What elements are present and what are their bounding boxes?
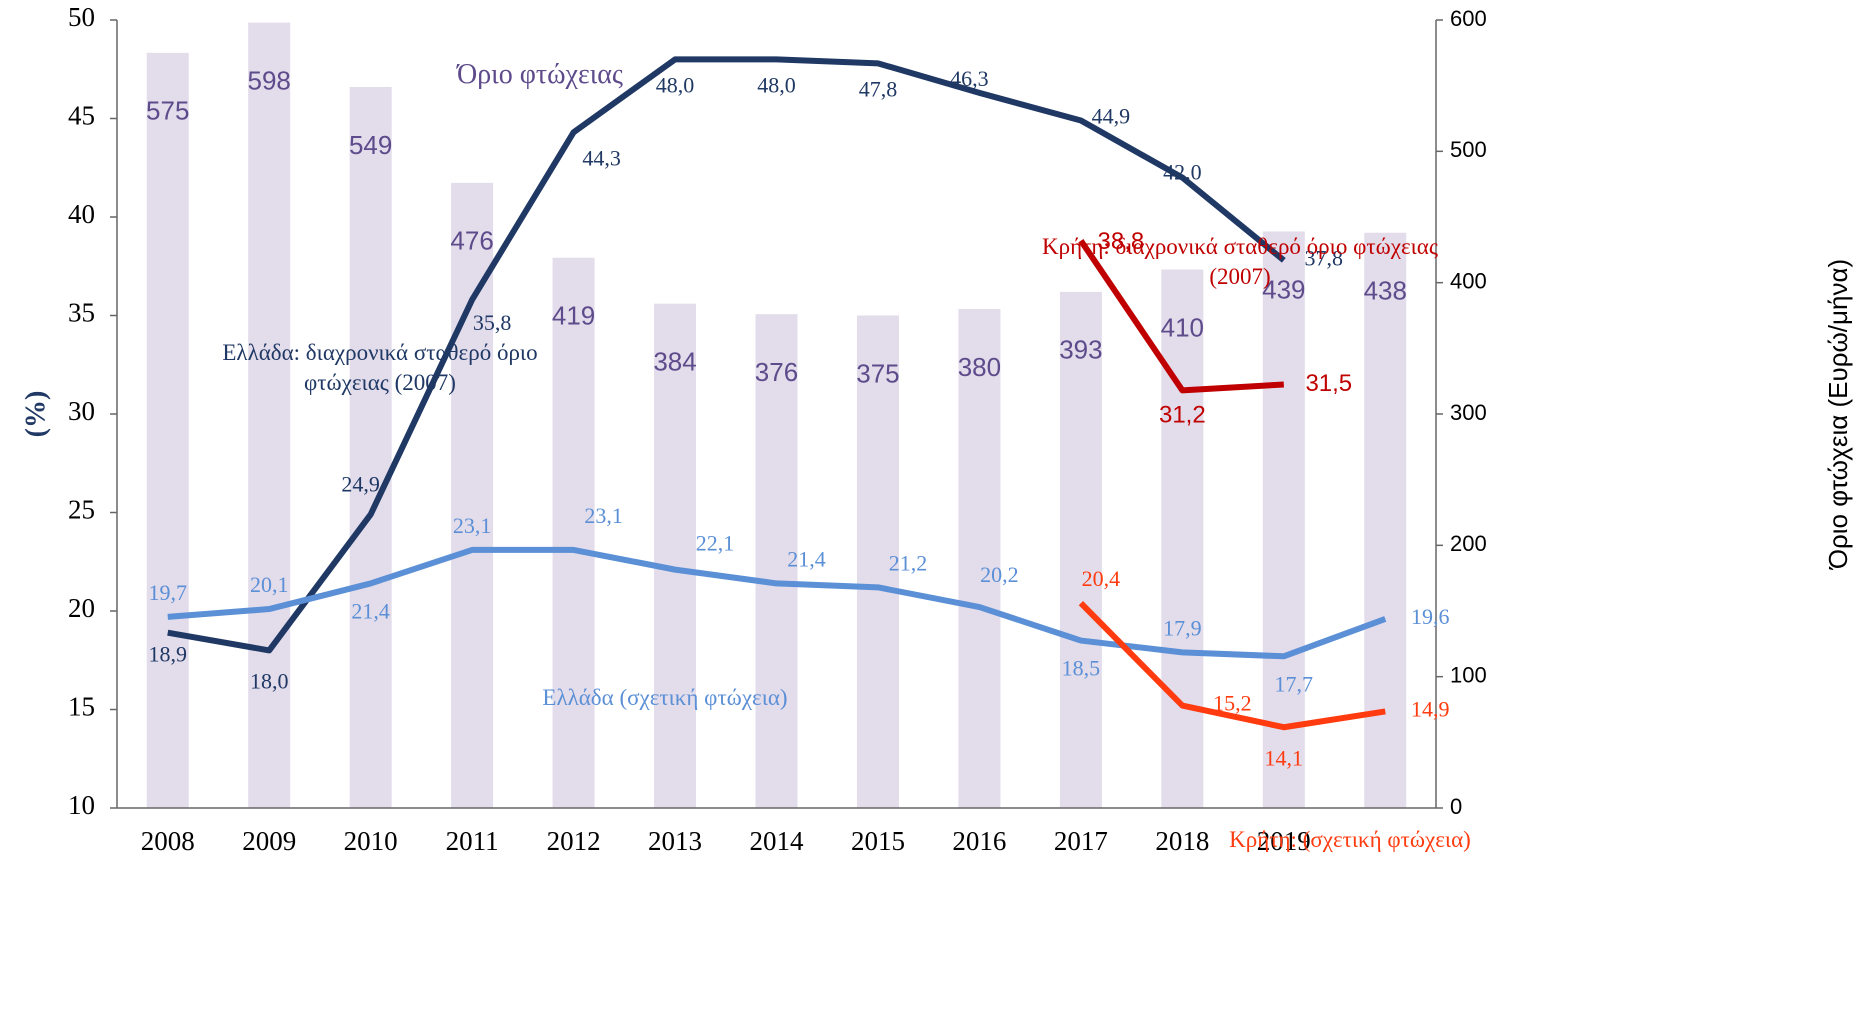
bar-label: 438 bbox=[1364, 276, 1407, 306]
value-label: 23,1 bbox=[584, 503, 623, 528]
value-label: 20,2 bbox=[980, 562, 1019, 587]
y2-tick-label: 400 bbox=[1450, 268, 1487, 293]
x-tick-label: 2011 bbox=[446, 826, 499, 856]
y2-tick-label: 100 bbox=[1450, 662, 1487, 687]
bar-label: 549 bbox=[349, 130, 392, 160]
series-annotation: Κρήτη: διαχρονικά σταθερό όριο φτώχειας … bbox=[1042, 234, 1438, 289]
value-label: 20,4 bbox=[1082, 566, 1121, 591]
value-label: 14,9 bbox=[1411, 697, 1450, 722]
value-label: 38,8 bbox=[1098, 228, 1145, 255]
x-tick-label: 2016 bbox=[952, 826, 1006, 856]
line bbox=[167, 56, 1286, 654]
y2-tick-label: 300 bbox=[1450, 400, 1487, 425]
value-label: 17,9 bbox=[1163, 615, 1202, 640]
value-label: 31,5 bbox=[1305, 370, 1352, 397]
y2-axis-label: Όριο φτώχεια (Ευρώ/μήνα) bbox=[1823, 259, 1853, 570]
line bbox=[1078, 238, 1284, 394]
value-label: 31,2 bbox=[1159, 402, 1206, 429]
x-tick-label: 2019 bbox=[1257, 826, 1311, 856]
x-tick-label: 2009 bbox=[242, 826, 296, 856]
value-label: 44,3 bbox=[582, 145, 621, 170]
bar bbox=[1161, 269, 1204, 808]
value-label: 17,7 bbox=[1275, 671, 1314, 696]
bar bbox=[451, 182, 494, 808]
bar bbox=[856, 315, 899, 808]
value-label: 48,0 bbox=[656, 72, 695, 97]
line bbox=[1078, 601, 1386, 731]
bar-label: 476 bbox=[450, 226, 493, 256]
bar bbox=[552, 257, 595, 808]
y-tick-label: 10 bbox=[68, 790, 95, 820]
value-label: 21,4 bbox=[351, 598, 390, 623]
value-label: 22,1 bbox=[696, 531, 735, 556]
value-label: 24,9 bbox=[341, 472, 380, 497]
value-label: 47,8 bbox=[859, 76, 898, 101]
x-tick-label: 2014 bbox=[750, 826, 805, 856]
value-label: 19,6 bbox=[1411, 604, 1450, 629]
y2-tick-label: 200 bbox=[1450, 531, 1487, 556]
x-tick-label: 2018 bbox=[1155, 826, 1209, 856]
bar bbox=[654, 303, 697, 808]
y-tick-label: 30 bbox=[68, 396, 95, 426]
y-tick-label: 50 bbox=[68, 2, 95, 32]
value-label: 37,8 bbox=[1305, 245, 1344, 270]
bar bbox=[1364, 232, 1407, 808]
bar bbox=[1059, 291, 1102, 808]
y2-tick-label: 500 bbox=[1450, 137, 1487, 162]
x-tick-label: 2015 bbox=[851, 826, 905, 856]
x-tick-label: 2013 bbox=[648, 826, 702, 856]
bar-label: 439 bbox=[1262, 274, 1305, 304]
x-tick-label: 2012 bbox=[547, 826, 601, 856]
bar-label: 384 bbox=[653, 347, 696, 377]
x-tick-label: 2010 bbox=[344, 826, 398, 856]
y-tick-label: 15 bbox=[68, 692, 95, 722]
value-label: 35,8 bbox=[473, 310, 512, 335]
bar-label: 419 bbox=[552, 301, 595, 331]
value-label: 19,7 bbox=[148, 580, 187, 605]
bar bbox=[958, 308, 1001, 808]
y-tick-label: 35 bbox=[68, 298, 95, 328]
value-label: 21,4 bbox=[787, 546, 826, 571]
value-label: 18,0 bbox=[250, 668, 289, 693]
series-annotation: Κρήτη: (σχετική φτώχεια) bbox=[1229, 827, 1471, 852]
bar bbox=[755, 314, 798, 808]
x-tick-label: 2008 bbox=[141, 826, 195, 856]
value-label: 48,0 bbox=[757, 72, 796, 97]
series-annotation: Όριο φτώχειας bbox=[456, 59, 624, 90]
value-label: 21,2 bbox=[889, 550, 928, 575]
value-label: 18,9 bbox=[148, 642, 187, 667]
bar bbox=[349, 86, 392, 809]
y-axis-label: (%) bbox=[20, 391, 51, 438]
bar-label: 410 bbox=[1161, 312, 1204, 342]
value-label: 46,3 bbox=[950, 66, 989, 91]
value-label: 14,1 bbox=[1265, 745, 1304, 770]
value-label: 20,1 bbox=[250, 572, 289, 597]
x-tick-label: 2017 bbox=[1054, 826, 1108, 856]
bar-label: 375 bbox=[856, 358, 899, 388]
value-label: 44,9 bbox=[1092, 104, 1131, 129]
series-annotation: Ελλάδα (σχετική φτώχεια) bbox=[542, 685, 788, 710]
bar-label: 380 bbox=[958, 352, 1001, 382]
value-label: 18,5 bbox=[1062, 656, 1101, 681]
bar bbox=[248, 22, 291, 809]
bar-label: 376 bbox=[755, 357, 798, 387]
line bbox=[167, 546, 1387, 660]
y-tick-label: 20 bbox=[68, 593, 95, 623]
bar-label: 598 bbox=[247, 66, 290, 96]
series-annotation: Ελλάδα: διαχρονικά σταθερό όριο φτώχειας… bbox=[222, 340, 538, 395]
bar-label: 575 bbox=[146, 96, 189, 126]
y-tick-label: 40 bbox=[68, 199, 95, 229]
bar bbox=[1262, 231, 1305, 809]
bar-label: 393 bbox=[1059, 335, 1102, 365]
y-tick-label: 45 bbox=[68, 101, 95, 131]
y2-tick-label: 0 bbox=[1450, 794, 1462, 819]
value-label: 15,2 bbox=[1213, 691, 1252, 716]
value-label: 42,0 bbox=[1163, 160, 1202, 185]
y-tick-label: 25 bbox=[68, 495, 95, 525]
y2-tick-label: 600 bbox=[1450, 6, 1487, 31]
bar bbox=[146, 52, 189, 809]
value-label: 23,1 bbox=[453, 513, 492, 538]
